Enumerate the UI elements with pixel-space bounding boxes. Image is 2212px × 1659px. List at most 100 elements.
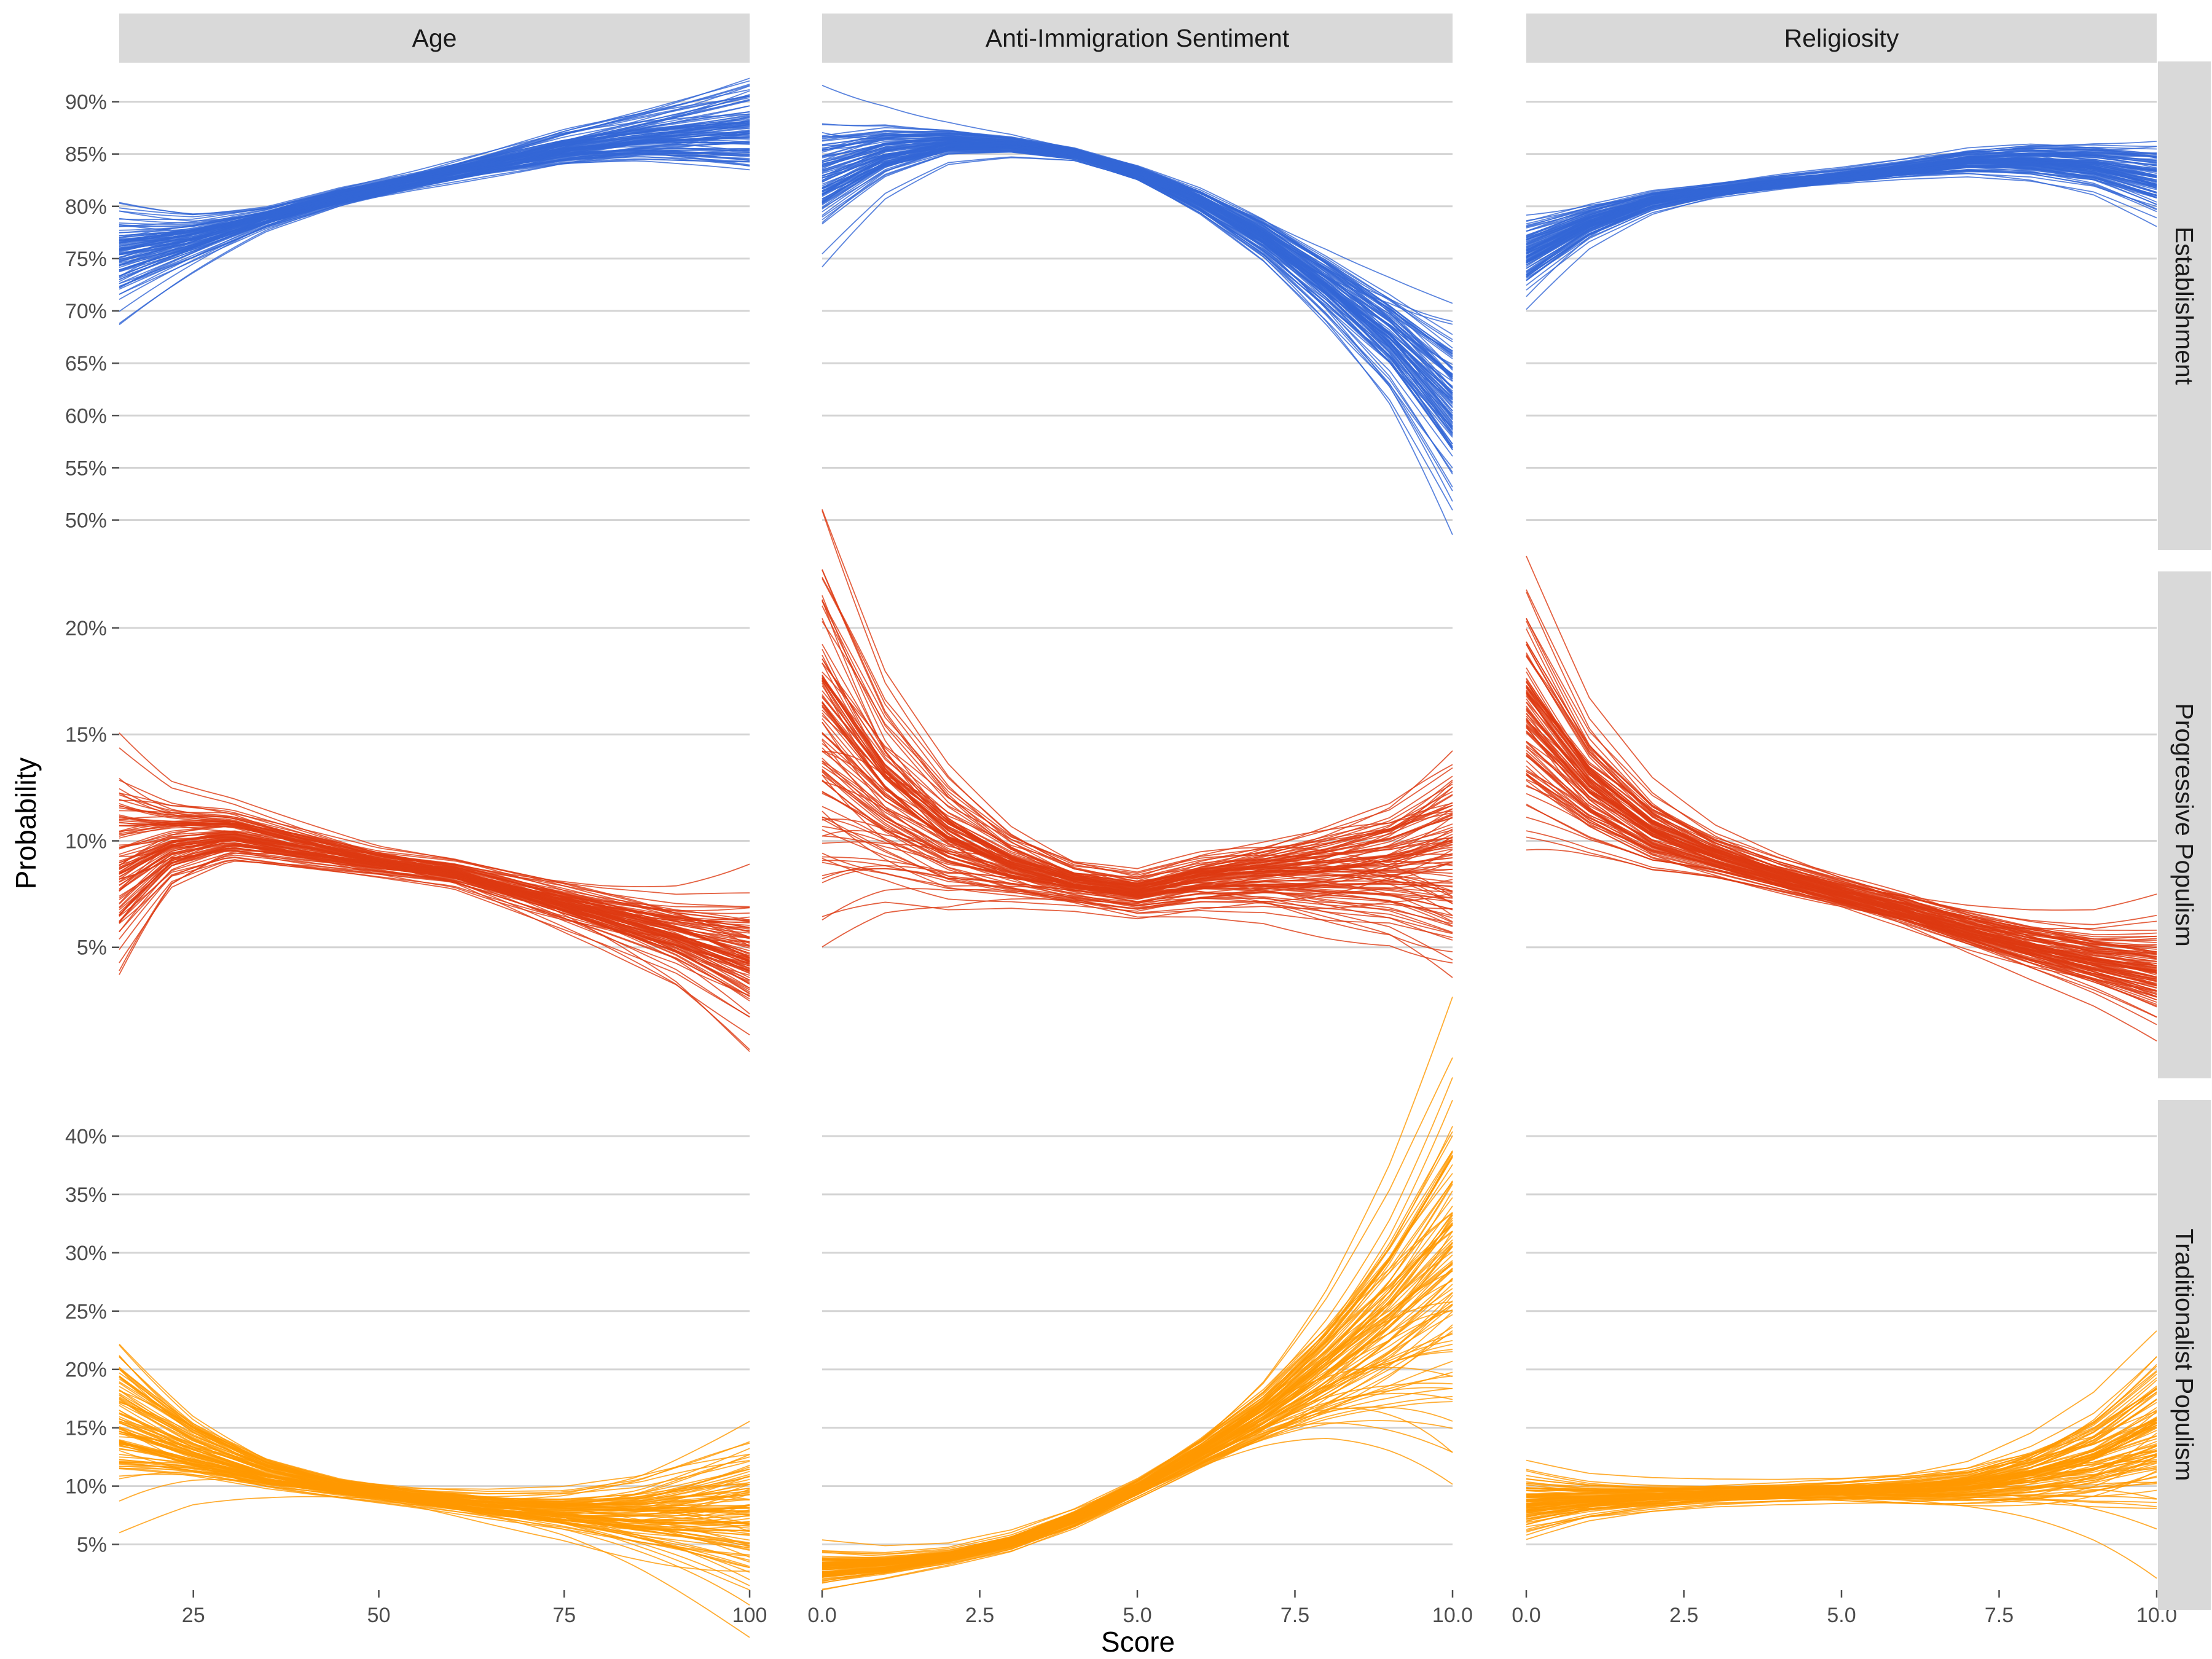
panel-establishment-religiosity (1526, 141, 2157, 310)
series-line (822, 1182, 1453, 1574)
series-line (822, 146, 1453, 407)
series-line (119, 122, 750, 216)
series-line (822, 1264, 1453, 1563)
series-line (119, 834, 750, 920)
gridlines (119, 101, 2157, 1546)
series-line (119, 1418, 750, 1492)
series-line (1526, 725, 2157, 930)
series-line (119, 1421, 750, 1510)
y-tick-label: 20% (65, 617, 107, 640)
series-line (822, 697, 1453, 893)
column-strip-religiosity (1526, 14, 2157, 63)
series-line (822, 142, 1453, 450)
y-tick-label: 75% (65, 248, 107, 271)
series-line (822, 1292, 1453, 1572)
series-line (119, 842, 750, 962)
series-line (822, 138, 1453, 418)
y-tick-label: 90% (65, 91, 107, 114)
series-line (1526, 752, 2157, 948)
series-line (822, 1292, 1453, 1569)
series-line (822, 1135, 1453, 1576)
series-line (822, 1212, 1453, 1564)
panel-traditionalist-populism-anti-immigration-sentiment (822, 996, 1453, 1591)
series-line (119, 837, 750, 943)
series-line (822, 141, 1453, 412)
series-line (822, 146, 1453, 378)
column-label-anti-immigration-sentiment: Anti-Immigration Sentiment (986, 24, 1290, 52)
series-line (119, 1405, 750, 1544)
series-line (1526, 157, 2157, 266)
series-line (822, 1100, 1453, 1584)
panel-establishment-anti-immigration-sentiment (822, 85, 1453, 535)
series-line (822, 849, 1453, 920)
series-line (119, 793, 750, 960)
series-line (822, 1280, 1453, 1561)
series-line (119, 148, 750, 241)
series-line (1526, 1462, 2157, 1503)
series-line (822, 1333, 1453, 1561)
series-line (822, 696, 1453, 904)
series-line (119, 856, 750, 1018)
y-tick-label: 5% (77, 1534, 107, 1557)
series-line (822, 600, 1453, 876)
x-tick-label: 7.5 (1281, 1604, 1309, 1627)
series-lines (119, 77, 2157, 1638)
row-label-progressive-populism: Progressive Populism (2170, 703, 2198, 947)
series-line (822, 1251, 1453, 1553)
series-line (822, 810, 1453, 924)
column-label-religiosity: Religiosity (1784, 24, 1899, 52)
series-line (1526, 804, 2157, 943)
series-line (1526, 1419, 2157, 1531)
series-line (822, 1310, 1453, 1557)
series-line (119, 1355, 750, 1606)
x-tick-label: 50 (367, 1604, 391, 1627)
series-line (822, 1206, 1453, 1569)
y-axis-title: Probability (10, 758, 42, 890)
series-line (822, 618, 1453, 890)
series-line (822, 141, 1453, 420)
series-line (1526, 720, 2157, 992)
y-tick-label: 5% (77, 936, 107, 960)
series-line (822, 781, 1453, 900)
series-line (822, 144, 1453, 399)
panel-traditionalist-populism-age (119, 1343, 750, 1638)
series-line (1526, 173, 2157, 275)
panel-progressive-populism-anti-immigration-sentiment (822, 509, 1453, 978)
x-tick-label: 75 (552, 1604, 576, 1627)
y-tick-label: 35% (65, 1183, 107, 1207)
series-line (822, 771, 1453, 925)
y-tick-label: 25% (65, 1300, 107, 1324)
x-tick-label: 0.0 (1512, 1604, 1540, 1627)
row-label-establishment: Establishment (2170, 227, 2198, 385)
y-tick-label: 60% (65, 404, 107, 428)
series-line (822, 1288, 1453, 1566)
series-line (119, 810, 750, 933)
series-line (119, 792, 750, 1050)
panel-progressive-populism-age (119, 732, 750, 1053)
series-line (1526, 1454, 2157, 1507)
column-strip-anti-immigration-sentiment (822, 14, 1453, 63)
series-line (119, 859, 750, 965)
series-line (119, 1456, 750, 1509)
y-tick-label: 55% (65, 457, 107, 480)
column-strip-age (119, 14, 750, 63)
series-line (1526, 1481, 2157, 1500)
series-line (119, 1440, 750, 1521)
series-line (822, 142, 1453, 412)
series-line (1526, 643, 2157, 998)
series-line (822, 780, 1453, 893)
series-line (822, 143, 1453, 397)
series-line (822, 147, 1453, 392)
axes: 50% 55% 60% 65% 70% 75% 80% 85% 90% 5% 10% 15% 20% 5%… (10, 91, 2177, 1658)
series-line (822, 705, 1453, 885)
series-line (822, 1215, 1453, 1582)
series-line (822, 1197, 1453, 1574)
panel-traditionalist-populism-religiosity (1526, 1330, 2157, 1579)
row-label-traditionalist-populism: Traditionalist Populism (2170, 1229, 2198, 1481)
series-line (822, 732, 1453, 898)
series-line (119, 84, 750, 312)
series-line (822, 1212, 1453, 1577)
series-line (822, 1224, 1453, 1559)
series-line (822, 1367, 1453, 1571)
x-tick-label: 25 (182, 1604, 205, 1627)
